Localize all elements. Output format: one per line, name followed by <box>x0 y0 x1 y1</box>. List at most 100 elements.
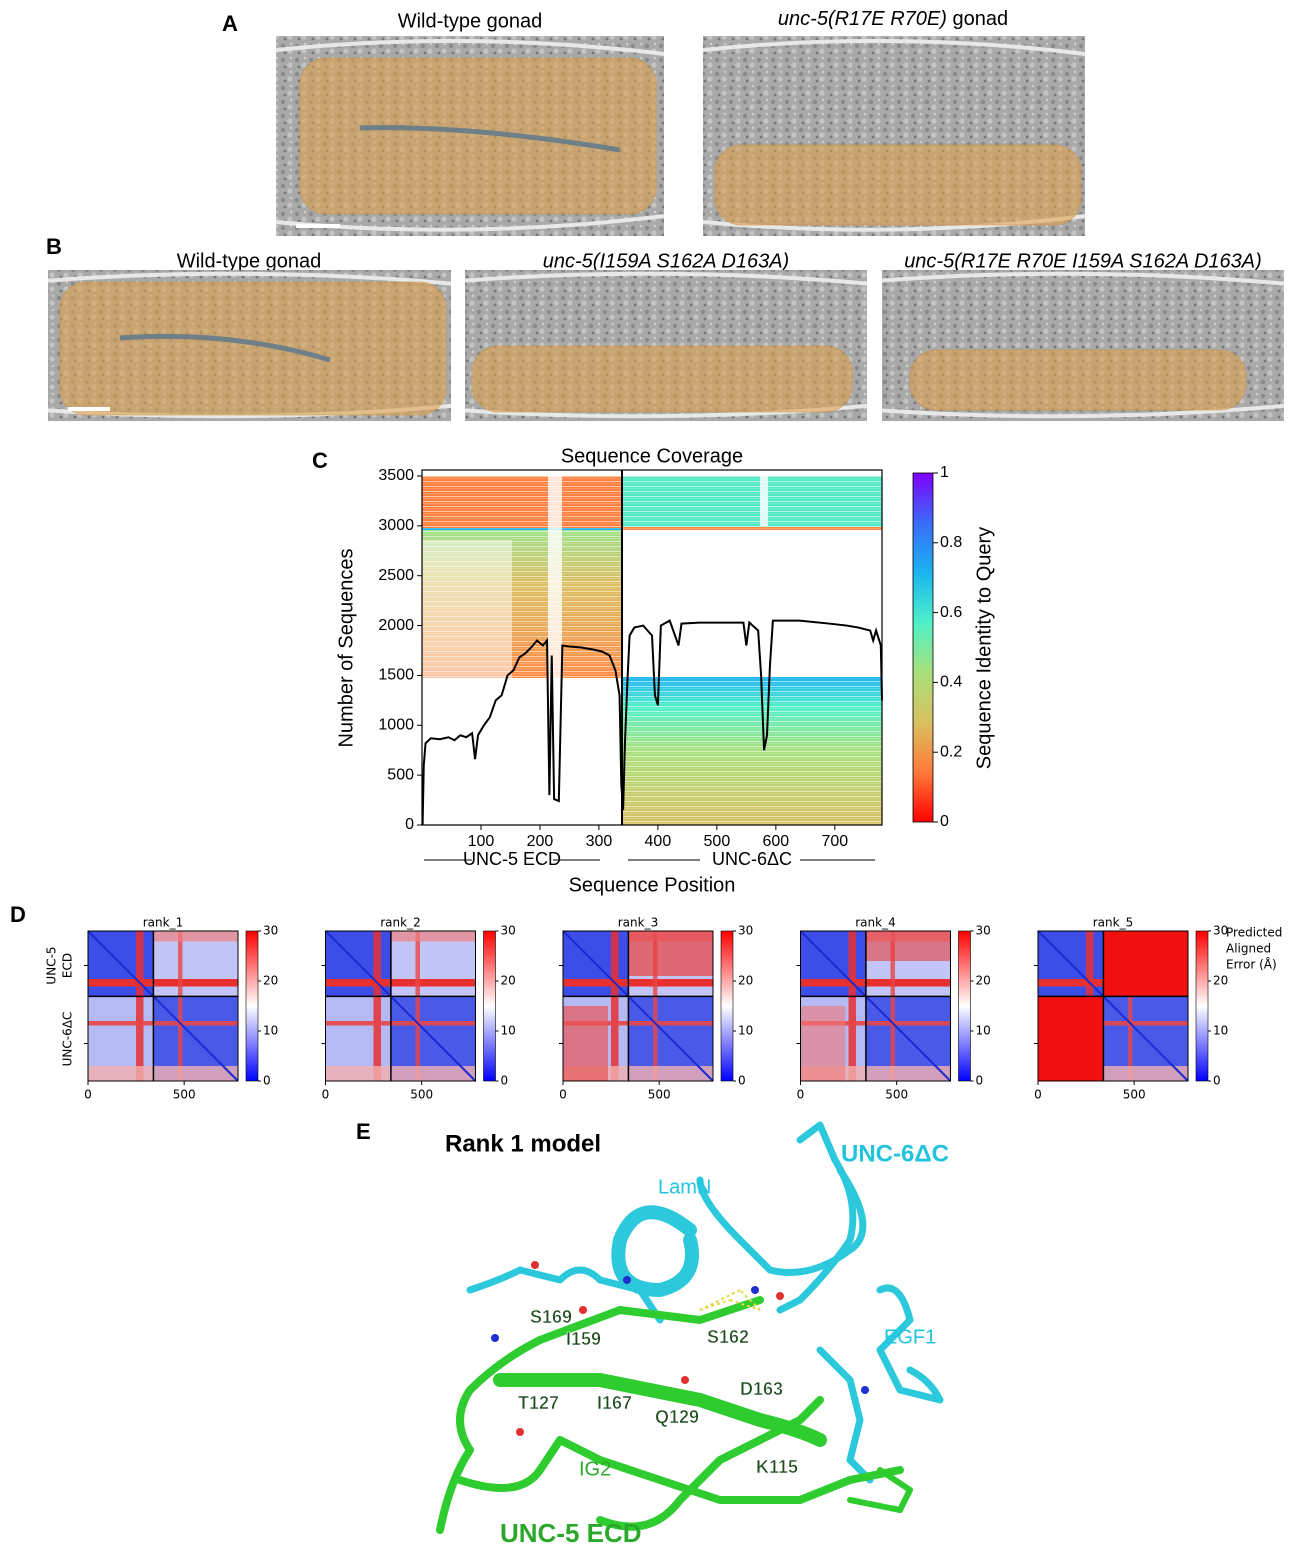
heatmap-cell-block <box>800 1006 846 1081</box>
gonad-overlay <box>299 57 657 215</box>
heatmap-cell-block <box>325 979 476 987</box>
heatmap-cell-block <box>563 979 713 987</box>
y-tick-label: 1500 <box>378 667 414 684</box>
msa-gap <box>760 476 768 526</box>
residue-label: I159 <box>566 1329 601 1349</box>
residue-label: T127 <box>518 1393 559 1413</box>
residue-label: S169 <box>530 1307 572 1327</box>
x-tick-label: 600 <box>762 833 789 850</box>
chain-title: UNC-6ΔC <box>841 1140 949 1167</box>
atom <box>516 1428 524 1436</box>
residue-label: S162 <box>707 1327 749 1347</box>
domain-label: LamN <box>658 1176 711 1198</box>
gonad-overlay <box>909 349 1247 411</box>
diagonal <box>1037 930 1189 1082</box>
msa-gap <box>548 476 562 678</box>
colorbar-tick-label: 0.8 <box>940 534 962 551</box>
segment-label: UNC-5 ECD <box>463 849 561 869</box>
y-tick-label: 500 <box>387 766 414 783</box>
cuticle <box>881 271 1285 286</box>
backbone <box>466 1266 664 1324</box>
image-title: Wild-type gonad <box>177 250 322 272</box>
atom <box>623 1276 631 1284</box>
heatmap-cell-block <box>178 931 183 1081</box>
chain-title: UNC-5 ECD <box>500 1518 642 1548</box>
colorbar-tick-label: 20 <box>738 974 753 988</box>
colorbar-tick-label: 10 <box>501 1024 516 1038</box>
residue-label: Q129 <box>655 1407 699 1427</box>
heatmap-row: rank_1 0 500 0 10 20 30 UNC-5 ECD UNC-6ΔC rank_2 0 5… <box>45 916 1283 1102</box>
x-tick-label: 100 <box>468 833 495 850</box>
heatmap-title: rank_2 <box>380 916 420 930</box>
heatmap-cell-block <box>1128 931 1133 1081</box>
panel-label: A <box>222 11 238 36</box>
panel-label: E <box>356 1119 371 1144</box>
x-tick-label: 400 <box>645 833 672 850</box>
colorbar-tick-label: 0 <box>940 813 949 830</box>
gonad-overlay <box>714 144 1082 226</box>
italic-genotype: unc-5(R17E R70E) <box>778 8 947 30</box>
heatmap-cell-block <box>653 931 658 1081</box>
heatmap-cell-block <box>563 1006 608 1081</box>
residue-label: D163 <box>740 1379 783 1399</box>
y-axis-label: UNC-6ΔC <box>61 1012 75 1067</box>
heatmap-cell-block <box>415 931 420 1081</box>
backbone <box>876 1284 944 1404</box>
cuticle <box>47 271 452 286</box>
heatmap-cell-block <box>628 931 713 976</box>
heatmap-cell-block <box>800 979 951 987</box>
atom <box>751 1286 759 1294</box>
hydrogen-bond <box>699 1299 731 1311</box>
x-tick-label: 200 <box>527 833 554 850</box>
colorbar-label: Sequence Identity to Query <box>973 527 995 769</box>
colorbar-tick-label: 10 <box>1213 1024 1228 1038</box>
colorbar <box>720 930 734 1082</box>
colorbar-tick-label: 10 <box>976 1024 991 1038</box>
backbone <box>611 1205 699 1297</box>
image-title: unc-5(R17E R70E I159A S162A D163A) <box>904 250 1262 272</box>
colorbar <box>958 930 971 1082</box>
heatmap-title: rank_4 <box>855 916 895 930</box>
diagonal <box>87 930 239 1082</box>
panel-label: B <box>46 234 62 259</box>
colorbar-tick-label: 0 <box>263 1074 271 1088</box>
gonad-overlay <box>471 345 853 413</box>
y-tick-label: 2500 <box>378 567 414 584</box>
heatmap-cell-block <box>136 931 144 1081</box>
colorbar-tick-label: 0 <box>501 1074 509 1088</box>
cuticle <box>702 38 1086 56</box>
y-tick-label: 3000 <box>378 517 414 534</box>
msa-gap <box>422 540 512 678</box>
backbone <box>596 1396 824 1531</box>
heatmap-cell-block <box>1103 931 1188 997</box>
colorbar-tick-label: 0 <box>976 1074 984 1088</box>
domain-label: IG2 <box>579 1458 611 1480</box>
colorbar-label: Aligned <box>1226 942 1271 956</box>
heatmap-panel: rank_4 0 500 0 10 20 30 <box>796 916 991 1102</box>
heatmap-cell-block <box>325 1066 476 1081</box>
chart-title: Sequence Coverage <box>561 445 743 467</box>
x-tick-label: 500 <box>885 1088 908 1102</box>
heatmap-title: rank_1 <box>143 916 183 930</box>
heatmap-title: rank_3 <box>618 916 658 930</box>
colorbar-label: Predicted <box>1226 926 1282 940</box>
heatmap-panel: rank_2 0 500 0 10 20 30 <box>321 916 516 1102</box>
x-tick-label: 0 <box>1034 1088 1042 1102</box>
atom <box>861 1386 869 1394</box>
x-tick-label: 0 <box>322 1088 330 1102</box>
colorbar-tick-label: 0.6 <box>940 604 962 621</box>
coverage-line <box>421 619 883 826</box>
heatmap-cell-block <box>890 931 895 1081</box>
title-suffix: gonad <box>952 8 1008 30</box>
x-tick-label: 500 <box>704 833 731 850</box>
colorbar-tick-label: 20 <box>1213 974 1228 988</box>
colorbar-tick-label: 0 <box>738 1074 746 1088</box>
heatmap-cell-block <box>563 1021 713 1026</box>
x-tick-label: 500 <box>173 1088 196 1102</box>
cuticle <box>464 271 868 286</box>
y-tick-label: 3500 <box>378 467 414 484</box>
domain-label: EGF1 <box>884 1326 936 1348</box>
colorbar-tick-label: 30 <box>976 924 991 938</box>
heatmap-frame <box>1037 930 1189 1082</box>
heatmap-cell-block <box>611 931 619 1081</box>
